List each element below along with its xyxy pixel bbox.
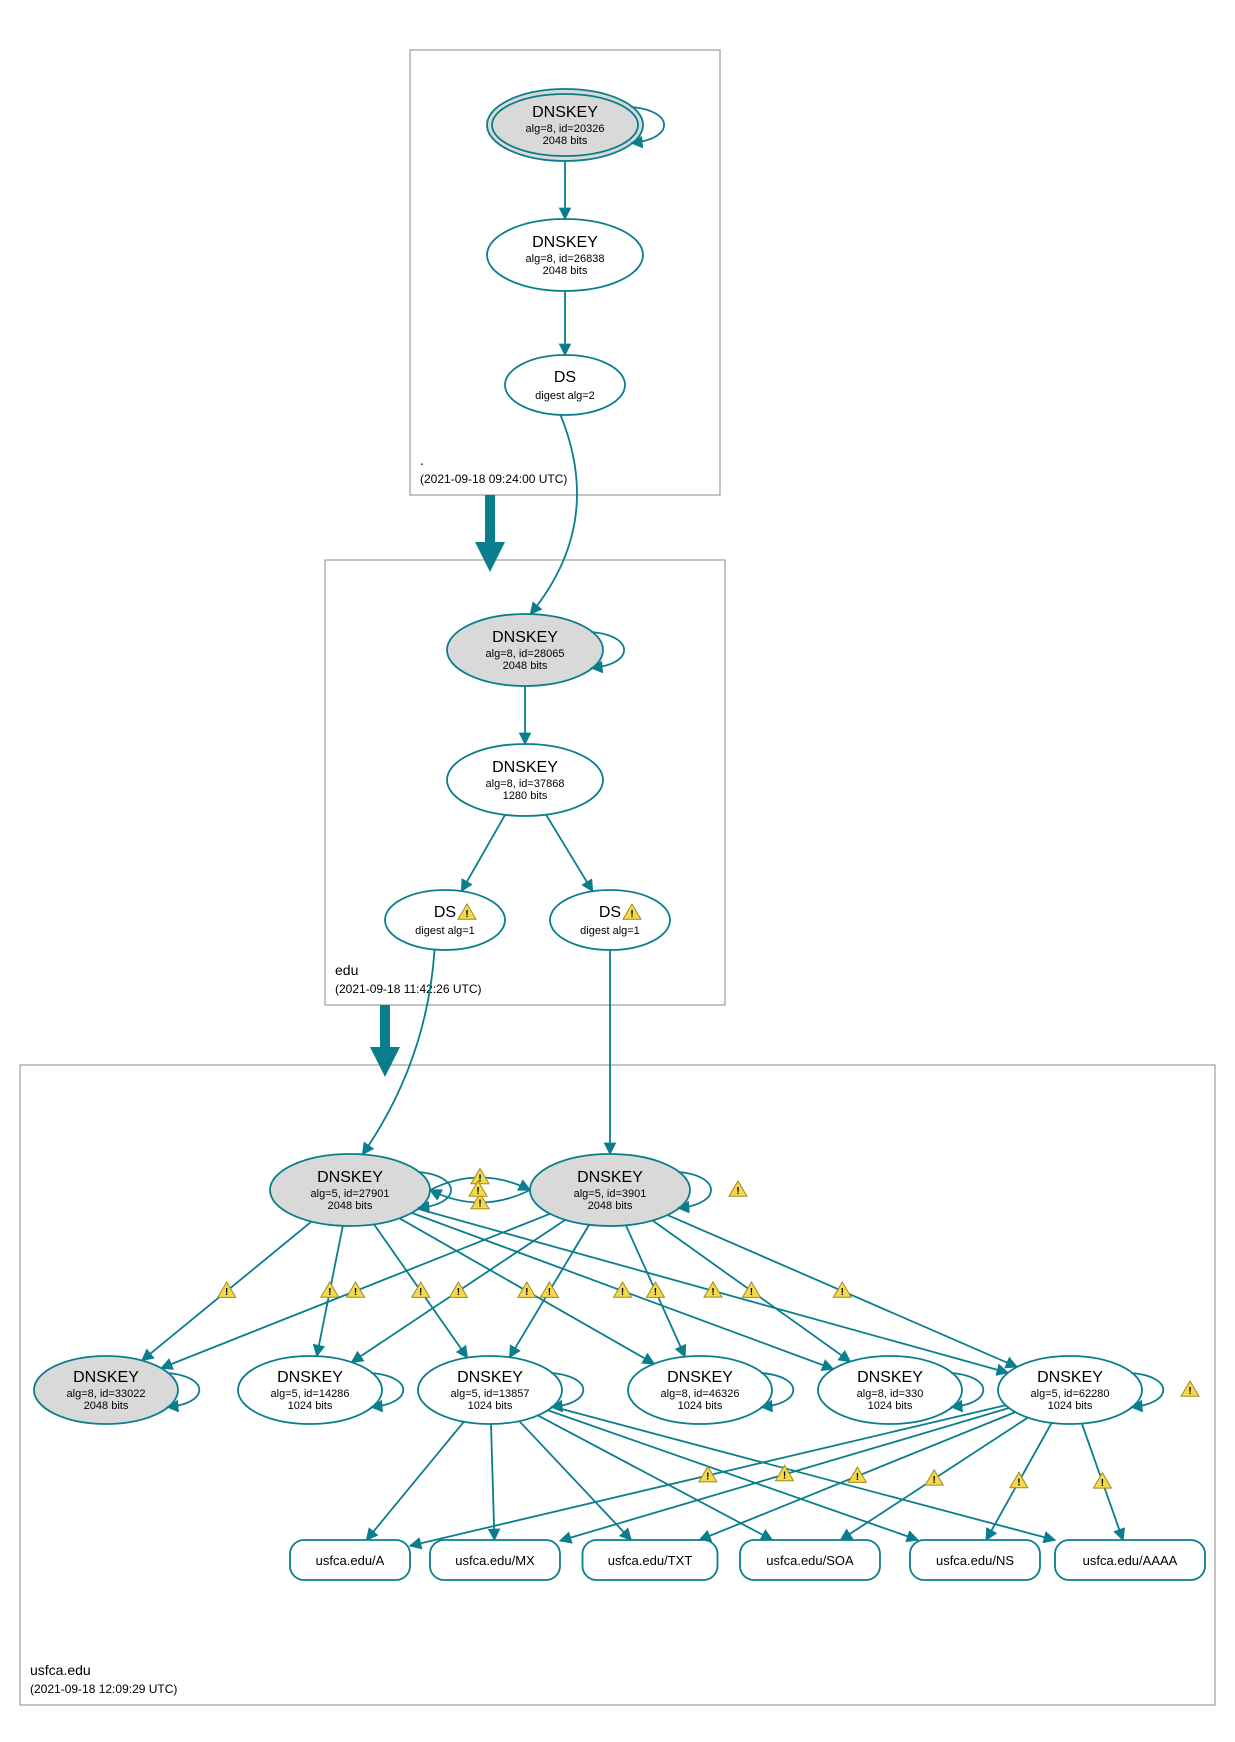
svg-text:digest alg=1: digest alg=1: [415, 925, 475, 937]
svg-text:!: !: [750, 1287, 753, 1298]
svg-text:DS: DS: [554, 369, 576, 386]
svg-text:digest alg=1: digest alg=1: [580, 925, 640, 937]
svg-text:!: !: [621, 1287, 624, 1298]
svg-text:!: !: [1101, 1478, 1104, 1489]
svg-text:!: !: [736, 1186, 739, 1197]
svg-text:alg=5, id=62280: alg=5, id=62280: [1031, 1388, 1110, 1400]
svg-text:DNSKEY: DNSKEY: [532, 104, 598, 121]
node-rec-mx: usfca.edu/MX: [430, 1540, 560, 1580]
svg-text:alg=8, id=20326: alg=8, id=20326: [526, 123, 605, 135]
svg-text:!: !: [1017, 1477, 1020, 1488]
svg-text:DS: DS: [599, 904, 621, 921]
svg-text:alg=8, id=33022: alg=8, id=33022: [67, 1388, 146, 1400]
svg-text:!: !: [706, 1472, 709, 1483]
svg-text:alg=8, id=46326: alg=8, id=46326: [661, 1388, 740, 1400]
svg-text:2048 bits: 2048 bits: [588, 1200, 633, 1212]
node-edu-k2: DNSKEY alg=8, id=378681280 bits: [447, 744, 603, 816]
svg-text:2048 bits: 2048 bits: [543, 135, 588, 147]
svg-text:(2021-09-18 12:09:29 UTC): (2021-09-18 12:09:29 UTC): [30, 1682, 177, 1696]
svg-text:!: !: [328, 1287, 331, 1298]
svg-text:usfca.edu: usfca.edu: [30, 1662, 91, 1678]
svg-text:DNSKEY: DNSKEY: [492, 629, 558, 646]
svg-text:!: !: [654, 1287, 657, 1298]
svg-text:alg=5, id=3901: alg=5, id=3901: [574, 1188, 647, 1200]
node-edu-ds2: DS digest alg=1!: [550, 890, 670, 950]
svg-text:.: .: [420, 452, 424, 468]
svg-text:!: !: [711, 1287, 714, 1298]
svg-text:1024 bits: 1024 bits: [1048, 1400, 1093, 1412]
svg-text:DNSKEY: DNSKEY: [1037, 1369, 1103, 1386]
svg-text:1024 bits: 1024 bits: [678, 1400, 723, 1412]
svg-text:!: !: [525, 1287, 528, 1298]
svg-text:!: !: [465, 909, 468, 920]
svg-text:2048 bits: 2048 bits: [543, 265, 588, 277]
svg-text:usfca.edu/SOA: usfca.edu/SOA: [766, 1553, 854, 1568]
svg-text:!: !: [783, 1470, 786, 1481]
svg-text:(2021-09-18 09:24:00 UTC): (2021-09-18 09:24:00 UTC): [420, 472, 567, 486]
node-rec-ns: usfca.edu/NS: [910, 1540, 1040, 1580]
svg-text:2048 bits: 2048 bits: [328, 1200, 373, 1212]
svg-text:DNSKEY: DNSKEY: [277, 1369, 343, 1386]
svg-text:!: !: [933, 1475, 936, 1486]
svg-text:usfca.edu/NS: usfca.edu/NS: [936, 1553, 1014, 1568]
svg-text:!: !: [841, 1287, 844, 1298]
svg-text:1024 bits: 1024 bits: [288, 1400, 333, 1412]
svg-text:DNSKEY: DNSKEY: [457, 1369, 523, 1386]
svg-text:!: !: [225, 1287, 228, 1298]
node-rec-aaaa: usfca.edu/AAAA: [1055, 1540, 1205, 1580]
svg-text:usfca.edu/A: usfca.edu/A: [316, 1553, 385, 1568]
svg-text:!: !: [856, 1472, 859, 1483]
svg-text:!: !: [548, 1287, 551, 1298]
svg-text:alg=8, id=37868: alg=8, id=37868: [486, 778, 565, 790]
svg-text:!: !: [419, 1287, 422, 1298]
node-root-k2: DNSKEY alg=8, id=268382048 bits: [487, 219, 643, 291]
svg-text:alg=5, id=13857: alg=5, id=13857: [451, 1388, 530, 1400]
svg-text:!: !: [476, 1186, 479, 1197]
svg-text:alg=5, id=14286: alg=5, id=14286: [271, 1388, 350, 1400]
svg-text:alg=5, id=27901: alg=5, id=27901: [311, 1188, 390, 1200]
svg-text:DNSKEY: DNSKEY: [857, 1369, 923, 1386]
dnssec-diagram: . (2021-09-18 09:24:00 UTC) edu (2021-09-18…: [0, 0, 1235, 1742]
svg-text:usfca.edu/MX: usfca.edu/MX: [455, 1553, 535, 1568]
node-root-ds: DS digest alg=2: [505, 355, 625, 415]
svg-text:DNSKEY: DNSKEY: [73, 1369, 139, 1386]
node-edu-ds1: DS digest alg=1!: [385, 890, 505, 950]
svg-text:DNSKEY: DNSKEY: [577, 1169, 643, 1186]
svg-text:!: !: [478, 1199, 481, 1210]
node-rec-a: usfca.edu/A: [290, 1540, 410, 1580]
svg-text:alg=8, id=330: alg=8, id=330: [857, 1388, 924, 1400]
svg-text:2048 bits: 2048 bits: [84, 1400, 129, 1412]
node-rec-txt: usfca.edu/TXT: [583, 1540, 718, 1580]
svg-text:DNSKEY: DNSKEY: [317, 1169, 383, 1186]
svg-text:alg=8, id=26838: alg=8, id=26838: [526, 253, 605, 265]
svg-text:alg=8, id=28065: alg=8, id=28065: [486, 648, 565, 660]
node-rec-soa: usfca.edu/SOA: [740, 1540, 880, 1580]
svg-text:DNSKEY: DNSKEY: [532, 234, 598, 251]
svg-text:DNSKEY: DNSKEY: [492, 759, 558, 776]
svg-text:digest alg=2: digest alg=2: [535, 390, 595, 402]
svg-text:!: !: [457, 1287, 460, 1298]
svg-text:edu: edu: [335, 962, 358, 978]
svg-text:(2021-09-18 11:42:26 UTC): (2021-09-18 11:42:26 UTC): [335, 982, 482, 996]
svg-text:DS: DS: [434, 904, 456, 921]
svg-text:!: !: [1188, 1386, 1191, 1397]
svg-text:DNSKEY: DNSKEY: [667, 1369, 733, 1386]
svg-text:1280 bits: 1280 bits: [503, 790, 548, 802]
svg-text:1024 bits: 1024 bits: [868, 1400, 913, 1412]
svg-text:2048 bits: 2048 bits: [503, 660, 548, 672]
svg-text:1024 bits: 1024 bits: [468, 1400, 513, 1412]
svg-text:usfca.edu/AAAA: usfca.edu/AAAA: [1083, 1553, 1178, 1568]
svg-text:!: !: [630, 909, 633, 920]
svg-text:usfca.edu/TXT: usfca.edu/TXT: [608, 1553, 693, 1568]
svg-text:!: !: [354, 1287, 357, 1298]
